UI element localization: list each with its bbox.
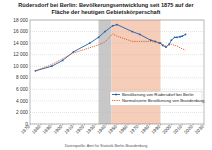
grid-line: [30, 112, 204, 113]
legend: Bevölkerung von Rüdersdorf bei BerlinNor…: [110, 92, 205, 106]
marker: [165, 46, 167, 48]
marker: [174, 36, 176, 38]
y-tick-label: 6 000: [16, 87, 28, 92]
y-tick-label: 10 000: [13, 64, 28, 69]
legend-label: Bevölkerung von Rüdersdorf bei Berlin: [122, 92, 194, 97]
lines: [35, 24, 187, 72]
y-tick-label: 8 000: [16, 75, 28, 80]
legend-swatch: [112, 94, 120, 95]
x-tick-label: 2010: [172, 124, 183, 135]
grid-line: [30, 31, 204, 32]
marker: [89, 42, 91, 44]
marker: [62, 60, 64, 62]
x-tick-label: 1890: [42, 124, 53, 135]
x-tick-label: 1930: [85, 124, 96, 135]
grid-line: [30, 54, 204, 55]
y-tick-label: 14 000: [13, 41, 28, 46]
marker: [185, 34, 187, 36]
grid-line: [30, 89, 204, 90]
x-tick-label: 1920: [74, 124, 85, 135]
legend-marker: [115, 94, 117, 96]
marker: [104, 31, 106, 33]
x-tick-label: 1880: [31, 124, 42, 135]
x-tick-label: 2000: [161, 124, 172, 135]
source: Datenquelle: Amt für Statistik Berlin-Br…: [65, 144, 148, 148]
legend-swatch: [112, 100, 120, 101]
x-tick-label: 1960: [118, 124, 129, 135]
marker: [112, 25, 114, 27]
marker: [51, 65, 53, 67]
marker: [98, 36, 100, 38]
x-tick-label: 2030: [194, 124, 205, 135]
series-line: [35, 25, 185, 71]
x-tick-label: 1870: [20, 124, 31, 135]
period-band: [112, 20, 161, 124]
marker: [176, 36, 178, 38]
marker: [170, 39, 172, 41]
marker: [116, 24, 118, 26]
x-tick-label: 1950: [107, 124, 118, 135]
bands: [99, 20, 161, 124]
y-tick-label: 18 000: [13, 18, 28, 23]
x-tick-label: 1980: [140, 124, 151, 135]
y-tick-label: 4 000: [16, 99, 28, 104]
grid-line: [30, 43, 204, 44]
x-tick-label: 1990: [150, 124, 161, 135]
marker: [179, 36, 181, 38]
marker: [131, 31, 133, 33]
title: Rüdersdorf bei Berlin: Bevölkerungsentwi…: [18, 2, 194, 8]
marker: [181, 35, 183, 37]
grid-line: [30, 66, 204, 67]
x-tick-label: 1940: [96, 124, 107, 135]
plot-frame: [30, 20, 204, 124]
grid-line: [30, 77, 204, 78]
x-tick-label: 1970: [129, 124, 140, 135]
chart: Rüdersdorf bei Berlin: Bevölkerungsentwi…: [0, 0, 212, 150]
y-tick-label: 2 000: [16, 110, 28, 115]
y-tick-label: 12 000: [13, 52, 28, 57]
x-tick-label: 1900: [53, 124, 64, 135]
legend-label: Normalisierte Bevölkerung von Brandenbur…: [122, 98, 205, 103]
series-line: [35, 34, 185, 71]
x-tick-label: 1910: [63, 124, 74, 135]
subtitle: Fläche der heutigen Gebietskörperschaft: [52, 9, 161, 15]
marker: [150, 39, 152, 41]
marker: [139, 34, 141, 36]
x-tick-label: 2020: [183, 124, 194, 135]
y-tick-label: 16 000: [13, 29, 28, 34]
